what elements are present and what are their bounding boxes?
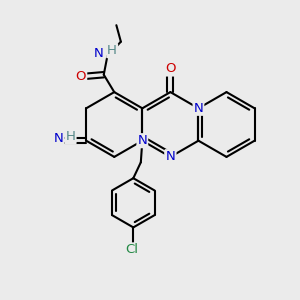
Text: O: O	[76, 70, 86, 83]
Text: N: N	[94, 47, 104, 60]
Text: Cl: Cl	[125, 243, 138, 256]
Text: H: H	[66, 130, 76, 143]
Text: H: H	[107, 44, 117, 57]
Text: N: N	[166, 150, 175, 164]
Text: N: N	[166, 150, 175, 164]
Text: N: N	[137, 134, 147, 147]
Text: N: N	[194, 102, 203, 115]
Text: N: N	[54, 132, 64, 145]
Text: O: O	[166, 62, 176, 76]
